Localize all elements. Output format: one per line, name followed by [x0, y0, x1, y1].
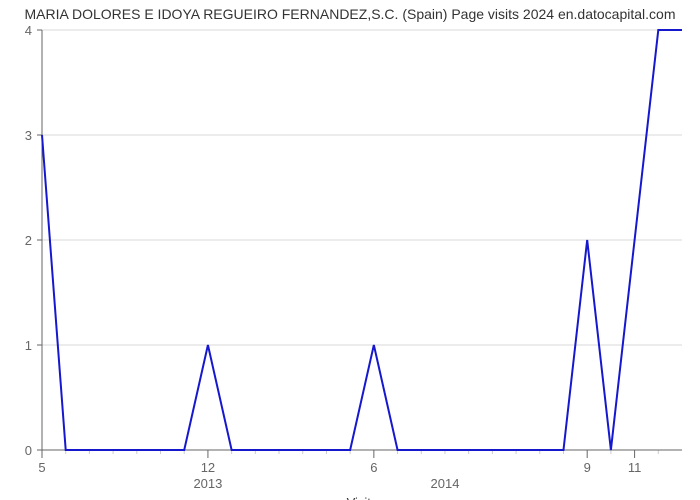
svg-text:1: 1: [25, 338, 32, 353]
svg-text:9: 9: [584, 460, 591, 475]
svg-text:0: 0: [25, 443, 32, 458]
chart-legend: Visits: [0, 494, 700, 500]
svg-text:11: 11: [628, 460, 642, 475]
svg-text:6: 6: [370, 460, 377, 475]
svg-text:2: 2: [25, 233, 32, 248]
svg-text:5: 5: [38, 460, 45, 475]
svg-text:4: 4: [25, 23, 32, 38]
svg-text:3: 3: [25, 128, 32, 143]
chart-container: MARIA DOLORES E IDOYA REGUEIRO FERNANDEZ…: [0, 0, 700, 500]
svg-text:2014: 2014: [431, 476, 460, 491]
svg-text:2013: 2013: [193, 476, 222, 491]
chart-plot: 01234512691120132014: [0, 0, 700, 500]
legend-label: Visits: [347, 495, 378, 500]
svg-text:12: 12: [201, 460, 215, 475]
